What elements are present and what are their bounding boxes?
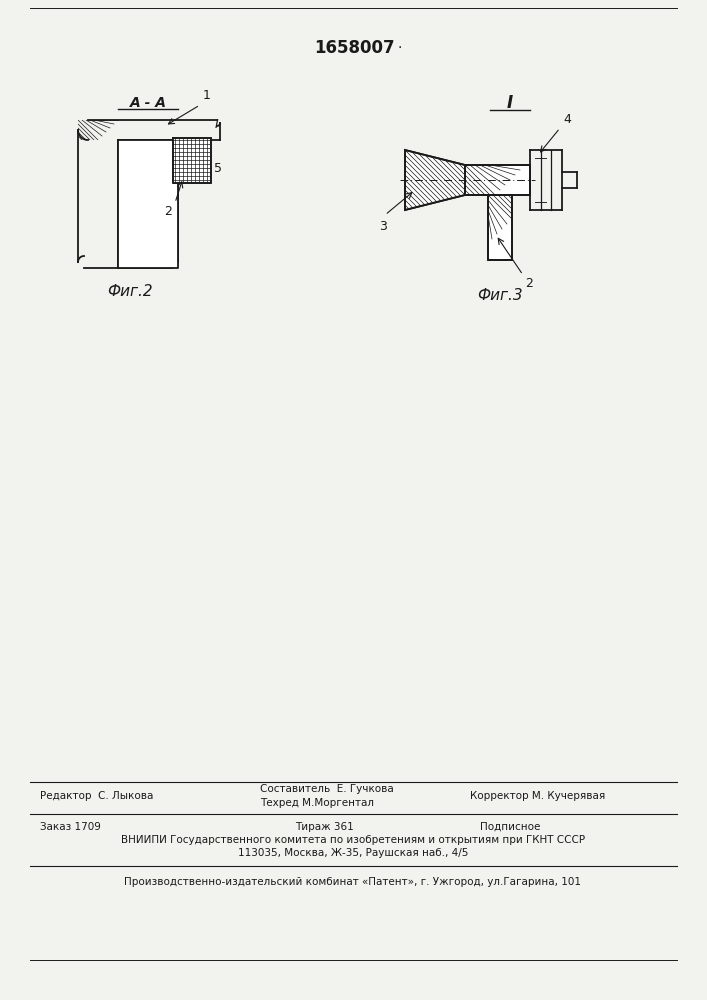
Text: Фиг.2: Фиг.2	[107, 284, 153, 300]
Text: ВНИИПИ Государственного комитета по изобретениям и открытиям при ГКНТ СССР: ВНИИПИ Государственного комитета по изоб…	[121, 835, 585, 845]
Text: Техред М.Моргентал: Техред М.Моргентал	[260, 798, 374, 808]
Text: I: I	[507, 94, 513, 112]
Polygon shape	[405, 150, 465, 210]
Text: Подписное: Подписное	[480, 822, 540, 832]
Text: ·: ·	[398, 41, 402, 55]
Text: Составитель  Е. Гучкова: Составитель Е. Гучкова	[260, 784, 394, 794]
Text: A - A: A - A	[129, 96, 167, 110]
Text: Производственно-издательский комбинат «Патент», г. Ужгород, ул.Гагарина, 101: Производственно-издательский комбинат «П…	[124, 877, 581, 887]
Text: 4: 4	[563, 113, 571, 126]
Text: I: I	[215, 118, 218, 131]
Bar	[488, 195, 512, 260]
Text: Фиг.3: Фиг.3	[477, 288, 522, 302]
Text: 5: 5	[214, 162, 222, 175]
Bar	[465, 165, 530, 195]
Bar	[173, 138, 211, 183]
Text: 1: 1	[203, 89, 211, 102]
Text: 1658007: 1658007	[315, 39, 395, 57]
Text: Заказ 1709: Заказ 1709	[40, 822, 101, 832]
Text: 113035, Москва, Ж-35, Раушская наб., 4/5: 113035, Москва, Ж-35, Раушская наб., 4/5	[238, 848, 468, 858]
Text: Тираж 361: Тираж 361	[295, 822, 354, 832]
Text: 2: 2	[525, 277, 533, 290]
Text: Корректор М. Кучерявая: Корректор М. Кучерявая	[470, 791, 605, 801]
Text: 2: 2	[164, 205, 172, 218]
Bar	[118, 140, 178, 268]
Text: Редактор  С. Лыкова: Редактор С. Лыкова	[40, 791, 153, 801]
Text: 3: 3	[379, 220, 387, 233]
